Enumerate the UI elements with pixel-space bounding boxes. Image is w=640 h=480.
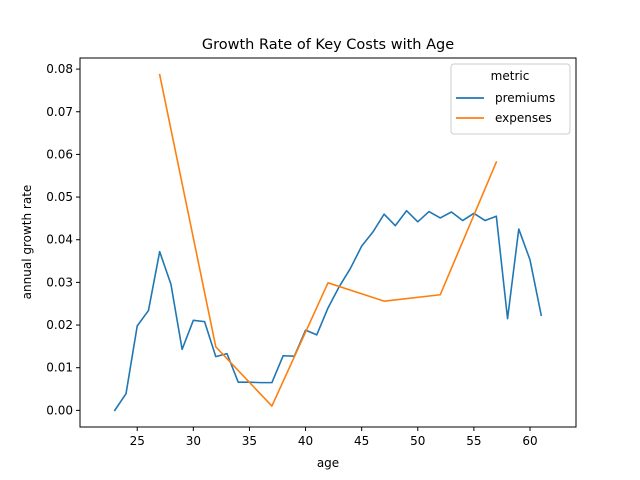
y-tick-label-4: 0.04 [46,233,73,247]
y-tick-label-2: 0.02 [46,318,73,332]
x-tick-label-30: 30 [186,434,201,448]
y-tick-label-6: 0.06 [46,147,73,161]
chart-title: Growth Rate of Key Costs with Age [202,37,454,53]
series-line-expenses [158,73,498,407]
series-line-premiums [113,209,543,412]
y-tick-label-1: 0.01 [46,361,73,375]
x-tick-label-45: 45 [354,434,369,448]
y-tick-label-3: 0.03 [46,275,73,289]
y-tick-label-0: 0.00 [46,403,73,417]
x-tick-label-55: 55 [466,434,481,448]
legend-label-expenses: expenses [495,111,552,125]
y-tick-label-8: 0.08 [46,62,73,76]
y-axis: 0.00 0.01 0.02 0.03 0.04 0.05 0.06 0.07 0.08 [46,62,80,417]
x-axis: 25 30 35 40 45 50 55 60 [130,427,538,448]
legend-title: metric [491,69,530,83]
x-tick-label-60: 60 [522,434,537,448]
series-layer [113,73,543,412]
x-tick-label-25: 25 [130,434,145,448]
legend-box [450,63,571,135]
x-tick-label-50: 50 [410,434,425,448]
x-tick-label-40: 40 [298,434,313,448]
plot-frame [79,57,577,428]
plot-area [79,57,577,428]
y-tick-label-5: 0.05 [46,190,73,204]
y-tick-label-7: 0.07 [46,105,73,119]
legend: metric premiums expenses [450,63,571,135]
x-tick-label-35: 35 [242,434,257,448]
x-axis-label: age [317,456,339,470]
y-axis-label: annual growth rate [20,185,34,300]
legend-label-premiums: premiums [495,91,555,105]
